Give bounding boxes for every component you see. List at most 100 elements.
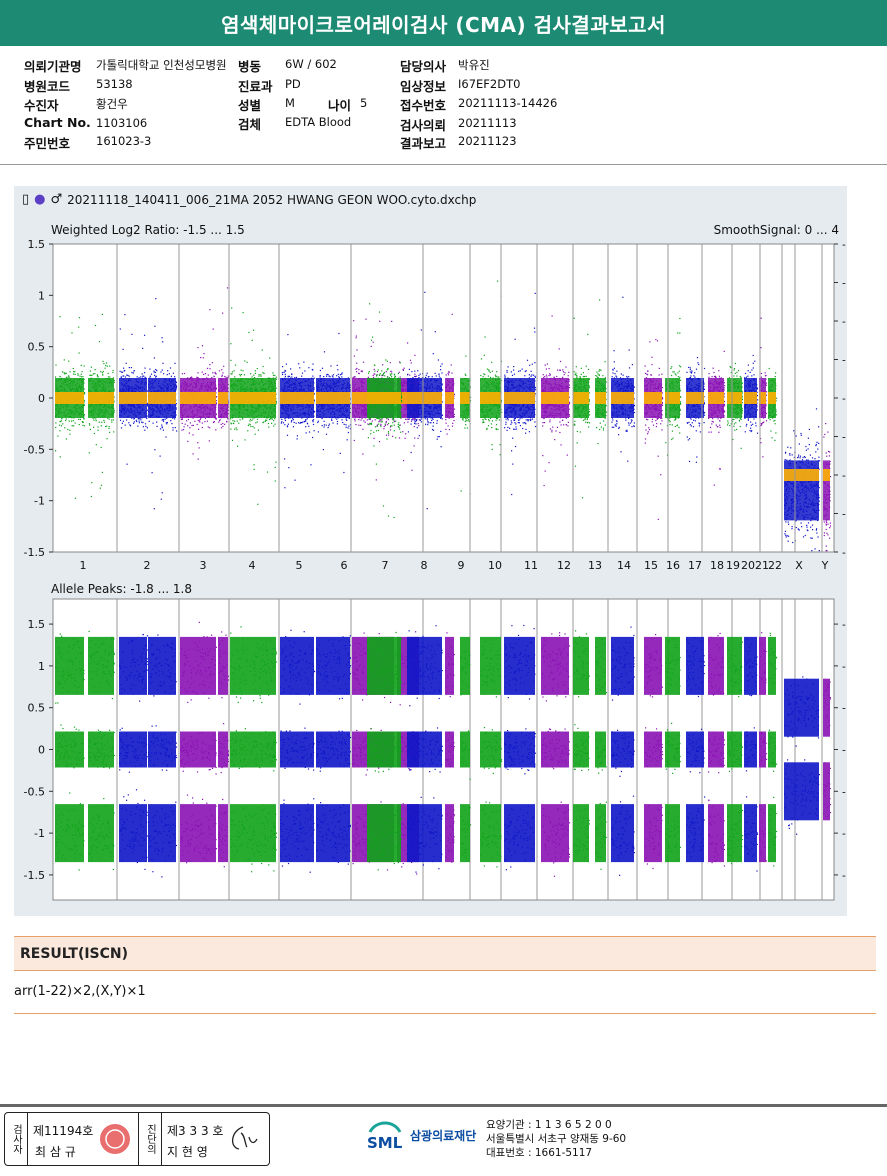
dept-value: PD: [285, 77, 301, 91]
right-tick-label-top-2: - 3: [842, 316, 847, 328]
log2-ratio-scatter-9: [316, 332, 352, 474]
allele-peaks-scatter-8: [280, 629, 316, 873]
ward-value: 6W / 602: [285, 57, 337, 71]
left-tick-label-top-3: 0: [38, 392, 45, 405]
allele-peaks-scatter-22: [644, 634, 664, 870]
smooth-signal-band-20: [595, 392, 606, 404]
male-icon: ♂: [50, 192, 63, 207]
allele-peaks-scatter-20: [595, 636, 607, 870]
allele-peaks-scatter-30: [784, 676, 820, 835]
allele-peaks-scatter-28: [759, 632, 768, 863]
left-tick-label-top-4: -0.5: [24, 443, 45, 456]
log2-ratio-scatter-25: [708, 350, 726, 486]
log2-ratio-scatter-20: [595, 299, 608, 445]
chrom-label-13: 13: [588, 559, 602, 572]
smooth-signal-band-16: [480, 392, 501, 404]
left-tick-label-top-5: -1: [34, 495, 45, 508]
allele-peaks-scatter-5: [180, 621, 218, 864]
log2-ratio-scatter-1: [55, 316, 86, 499]
left-tick-label-top-0: 1.5: [28, 238, 46, 251]
result-iscn: arr(1-22)×2,(X,Y)×1: [14, 984, 146, 999]
log2-ratio-scatter-7: [230, 307, 277, 505]
chrom-label-5: 5: [296, 559, 303, 572]
chrom-label-Y: Y: [821, 559, 829, 572]
smooth-signal-band-18: [541, 392, 569, 404]
log2-ratio-scatter-21: [611, 296, 636, 462]
request-label: 검사의뢰: [400, 118, 447, 133]
smooth-signal-band-17: [504, 392, 535, 404]
confirmer-label-col: 진단의: [139, 1113, 162, 1165]
right-tick-label-bottom-2: - 0.5: [842, 703, 847, 715]
log2-ratio-scatter-22: [644, 339, 664, 520]
examiner-label-col: 검사자: [5, 1113, 28, 1165]
resident-label: 주민번호: [24, 136, 71, 151]
allele-peaks-scatter-18: [541, 632, 571, 877]
receipt-value: 20211113-14426: [458, 96, 558, 110]
smooth-signal-band-27: [744, 392, 757, 404]
chrom-label-17: 17: [688, 559, 702, 572]
right-tick-label-top-7: - 0.5: [842, 509, 847, 521]
log2-ratio-scatter-29: [768, 367, 778, 441]
log2-ratio-scatter-24: [686, 357, 706, 463]
allele-peaks-scatter-25: [708, 632, 726, 867]
chart-no-label: Chart No.: [24, 115, 91, 130]
chrom-label-18: 18: [710, 559, 724, 572]
smooth-signal-band-9: [316, 392, 350, 404]
allele-peaks-scatter-7: [230, 626, 277, 873]
smooth-signal-band-25: [708, 392, 724, 404]
allele-peaks-scatter-21: [611, 626, 635, 876]
right-tick-label-top-8: - 0: [842, 547, 847, 559]
plot-header: ▯ ● ♂ 20211118_140411_006_21MA 2052 HWAN…: [22, 192, 476, 207]
log2-ratio-scatter-16: [480, 280, 503, 456]
footer-divider: [0, 1104, 887, 1107]
smooth-signal-title: SmoothSignal: 0 ... 4: [714, 223, 839, 237]
signature-box: 검사자 제11194호 최 삼 규 진단의 제3 3 3 호 지 현 영: [4, 1112, 270, 1166]
sml-logo-text: SML: [367, 1134, 403, 1152]
resident-value: 161023-3: [96, 134, 152, 148]
allele-peaks-scatter-15: [460, 636, 472, 863]
log2-ratio-scatter-18: [541, 315, 571, 487]
smooth-signal-band-19: [573, 392, 589, 404]
left-tick-label-bottom-3: 0: [38, 744, 45, 757]
cma-plot: ▯ ● ♂ 20211118_140411_006_21MA 2052 HWAN…: [14, 186, 847, 916]
clinical-info-value: I67EF2DT0: [458, 77, 521, 91]
right-tick-label-top-4: - 2: [842, 393, 847, 405]
left-tick-label-bottom-2: 0.5: [28, 702, 46, 715]
right-tick-label-top-0: - 4: [842, 239, 847, 251]
log2-ratio-scatter-3: [119, 314, 149, 465]
chrom-label-19: 19: [726, 559, 740, 572]
sex-label: 성별: [238, 98, 262, 113]
log2-ratio-scatter-8: [280, 334, 316, 489]
dept-label: 진료과: [238, 79, 273, 94]
smooth-signal-band-8: [280, 392, 314, 404]
chrom-label-3: 3: [200, 559, 207, 572]
smooth-signal-band-24: [686, 392, 704, 404]
report-date-label: 결과보고: [400, 136, 447, 151]
allele-peaks-scatter-31: [823, 678, 832, 821]
examiner-name: 최 삼 규: [35, 1145, 76, 1159]
log2-ratio-scatter-15: [460, 355, 472, 495]
report-title: 염색체마이크로어레이검사 (CMA) 검사결과보고서: [221, 12, 666, 37]
left-tick-label-bottom-1: 1: [38, 660, 45, 673]
result-divider: [14, 1013, 876, 1014]
hospital-code-label: 병원코드: [24, 79, 71, 94]
institution-value: 가톨릭대학교 인천성모병원: [96, 58, 227, 72]
specimen-value: EDTA Blood: [285, 115, 352, 129]
chrom-label-16: 16: [666, 559, 680, 572]
log2-ratio-scatter-19: [573, 317, 591, 499]
smooth-signal-band-13: [407, 392, 442, 404]
org-address: 서울특별시 서초구 양재동 9-60: [486, 1133, 627, 1145]
log2-ratio-scatter-30: [784, 408, 821, 552]
chrom-label-20: 20: [741, 559, 755, 572]
smooth-signal-band-3: [119, 392, 147, 404]
ward-label: 병동: [238, 59, 262, 74]
log2-ratio-scatter-26: [727, 362, 743, 449]
institution-label: 의뢰기관명: [24, 59, 82, 74]
smooth-signal-band-28: [759, 392, 766, 404]
smooth-signal-band-7: [230, 392, 276, 404]
plot-file-name: 20211118_140411_006_21MA 2052 HWANG GEON…: [67, 192, 477, 207]
result-header: RESULT(ISCN): [14, 936, 876, 971]
allele-peaks-scatter-2: [88, 630, 116, 871]
age-value: 5: [360, 96, 368, 110]
allele-peaks-scatter-4: [148, 634, 178, 878]
